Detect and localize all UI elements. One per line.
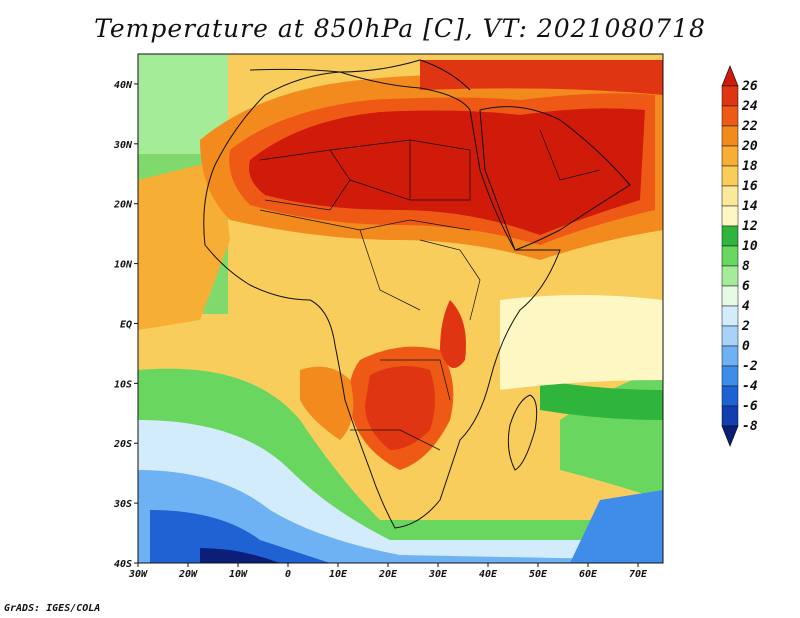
colorbar-label: 8 bbox=[742, 259, 750, 274]
colorbar-label: 22 bbox=[741, 119, 758, 134]
plot-frame bbox=[137, 53, 664, 564]
colorbar-swatch bbox=[721, 145, 739, 167]
lon-tick-label: 10W bbox=[229, 569, 248, 580]
lat-tick-label: 30N bbox=[113, 140, 133, 151]
lon-tick-label: 70E bbox=[629, 569, 648, 580]
map-title: Temperature at 850hPa [C], VT: 202108071… bbox=[94, 14, 706, 43]
colorbar-swatch bbox=[721, 345, 739, 367]
lon-tick-label: 50E bbox=[529, 569, 548, 580]
colorbar-top-arrow bbox=[721, 65, 739, 87]
arabia-outline bbox=[479, 106, 631, 251]
colorbar-swatch bbox=[721, 305, 739, 327]
colorbar-label: -2 bbox=[742, 359, 758, 374]
colorbar-swatch bbox=[721, 365, 739, 387]
lon-tick-label: 20E bbox=[378, 569, 398, 580]
colorbar-label: 14 bbox=[742, 199, 758, 214]
colorbar-swatch bbox=[721, 105, 739, 127]
lat-tick-label: 10N bbox=[114, 260, 133, 271]
colorbar-swatch bbox=[721, 325, 739, 347]
lat-tick-label: 20N bbox=[113, 200, 133, 211]
colorbar-label: 24 bbox=[741, 99, 758, 114]
lon-tick-label: 10E bbox=[329, 569, 348, 580]
lat-tick-label: 30S bbox=[113, 499, 132, 510]
lat-tick-label: 10S bbox=[114, 379, 132, 390]
colorbar-swatch bbox=[721, 285, 739, 307]
colorbar-swatch bbox=[721, 265, 739, 287]
lat-tick-label: 40N bbox=[114, 80, 133, 91]
colorbar-swatch bbox=[721, 85, 739, 107]
colorbar-label: 6 bbox=[742, 279, 750, 294]
colorbar-label: 18 bbox=[742, 159, 758, 174]
colorbar-label: 20 bbox=[741, 139, 758, 154]
colorbar-label: 10 bbox=[742, 239, 758, 254]
lat-axis: 40N 30N 20N 10N EQ 10S 20S 30S 40S bbox=[113, 80, 138, 570]
mediterranean-outline bbox=[249, 59, 471, 91]
coastline bbox=[203, 71, 561, 529]
colorbar-label: -8 bbox=[742, 419, 758, 434]
colorbar-swatch bbox=[721, 225, 739, 247]
lon-tick-label: 40E bbox=[479, 569, 498, 580]
lon-tick-label: 30E bbox=[428, 569, 448, 580]
colorbar-swatch bbox=[721, 385, 739, 407]
colorbar-label: 16 bbox=[742, 179, 758, 194]
colorbar-swatch bbox=[721, 405, 739, 427]
colorbar-label: 12 bbox=[742, 219, 758, 234]
colorbar-label: 4 bbox=[742, 299, 750, 314]
colorbar-swatch bbox=[721, 185, 739, 207]
lat-tick-label: 20S bbox=[113, 439, 132, 450]
grads-credit: GrADS: IGES/COLA bbox=[4, 603, 101, 614]
colorbar-label: 26 bbox=[741, 79, 758, 94]
lon-tick-label: 20W bbox=[178, 569, 198, 580]
colorbar-label: 0 bbox=[742, 339, 750, 354]
temperature-field bbox=[138, 54, 663, 563]
lon-tick-label: 0 bbox=[285, 569, 291, 580]
lat-tick-label: EQ bbox=[120, 319, 132, 330]
colorbar-swatch bbox=[721, 125, 739, 147]
colorbar-label: -4 bbox=[742, 379, 758, 394]
colorbar-label: 2 bbox=[741, 319, 750, 334]
lon-axis: 30W 20W 10W 0 10E 20E 30E 40E 50E 60E 70E bbox=[128, 563, 648, 580]
colorbar-swatch bbox=[721, 245, 739, 267]
country-borders bbox=[259, 129, 601, 451]
colorbar-swatch bbox=[721, 165, 739, 187]
lon-tick-label: 30W bbox=[128, 569, 148, 580]
lat-tick-label: 40S bbox=[114, 559, 132, 570]
madagascar-outline bbox=[507, 394, 538, 471]
colorbar-swatch bbox=[721, 205, 739, 227]
lon-tick-label: 60E bbox=[579, 569, 598, 580]
colorbar-bottom-arrow bbox=[721, 425, 739, 447]
colorbar-label: -6 bbox=[742, 399, 758, 414]
